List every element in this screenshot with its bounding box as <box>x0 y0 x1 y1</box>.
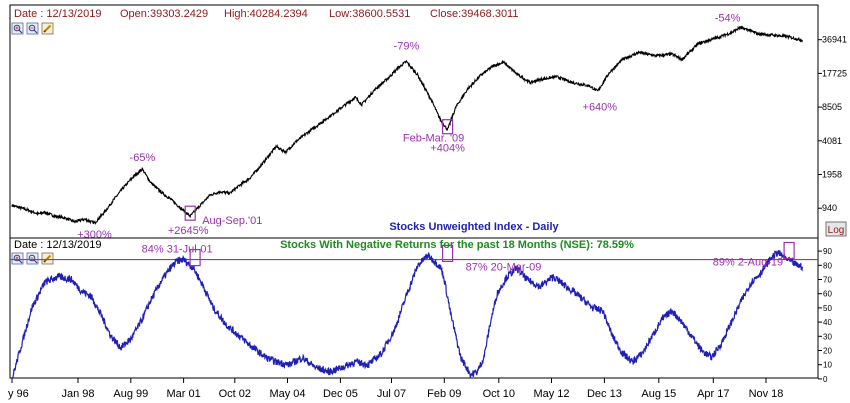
index-annotation: -54% <box>715 13 741 25</box>
index-y-axis: 940 1958 4081 8505 17725 36941 <box>818 35 847 213</box>
x-tick-label: Mar 01 <box>166 388 200 400</box>
zoom-out-icon[interactable] <box>26 252 39 265</box>
index-annotation: -79% <box>394 40 420 52</box>
breadth-annotations: 84% 31-Jul-01 87% 20-Mar-09 89% 2-Aug-19 <box>142 241 795 273</box>
breadth-y-tick-label: 80 <box>823 261 832 270</box>
index-y-tick-label: 1958 <box>822 170 842 180</box>
index-subtitle: Stocks Unweighted Index - Daily <box>389 221 559 233</box>
breadth-subtitle: Stocks With Negative Returns for the pas… <box>280 239 634 251</box>
x-tick-label: Apr 17 <box>697 388 729 400</box>
index-highlight-box <box>184 205 196 221</box>
top-header-date: Date : 12/13/2019 <box>14 8 101 20</box>
log-button[interactable]: Log <box>825 221 847 237</box>
bottom-header-date: Date : 12/13/2019 <box>14 239 101 251</box>
top-header-open: Open:39303.2429 <box>120 8 208 20</box>
zoom-in-icon[interactable] <box>11 22 24 35</box>
index-plot-area <box>11 25 803 226</box>
index-y-tick-label: 4081 <box>822 136 842 146</box>
breadth-y-tick-label: 60 <box>823 290 832 299</box>
x-tick-label: Jul 07 <box>377 388 406 400</box>
index-annotation: +2645% <box>168 225 209 237</box>
breadth-annotation: 87% 20-Mar-09 <box>466 261 542 273</box>
breadth-y-tick-label: 0 <box>823 375 828 384</box>
x-tick-label: Dec 13 <box>587 388 622 400</box>
breadth-highlight-box <box>189 249 201 267</box>
edit-icon[interactable] <box>41 252 54 265</box>
x-tick-label: May 04 <box>269 388 305 400</box>
breadth-y-tick-label: 30 <box>823 332 832 341</box>
breadth-y-tick-label: 90 <box>823 247 832 256</box>
top-header-close: Close:39468.3011 <box>430 8 518 20</box>
breadth-y-axis: 0 10 20 30 40 50 60 70 80 90 <box>818 247 832 384</box>
index-y-tick-label: 8505 <box>822 102 842 112</box>
breadth-y-tick-label: 70 <box>823 276 832 285</box>
index-series-line <box>11 25 803 226</box>
x-tick-label: Oct 02 <box>219 388 251 400</box>
x-tick-label: y 96 <box>8 388 29 400</box>
x-tick-label: Feb 09 <box>427 388 461 400</box>
breadth-annotation: 89% 2-Aug-19 <box>713 257 783 269</box>
x-tick-label: Aug 99 <box>113 388 148 400</box>
breadth-y-tick-label: 50 <box>823 304 832 313</box>
x-tick-label: Aug 15 <box>641 388 676 400</box>
breadth-annotation: 84% 31-Jul-01 <box>142 244 213 256</box>
x-axis: y 96 Jan 98 Aug 99 Mar 01 Oct 02 May 04 Dec 05… <box>8 378 783 400</box>
x-tick-label: May 12 <box>533 388 569 400</box>
edit-icon[interactable] <box>41 22 54 35</box>
breadth-plot-area <box>10 249 818 379</box>
breadth-y-tick-label: 20 <box>823 347 832 356</box>
index-annotation: +640% <box>583 101 618 113</box>
index-annotation: Feb-Mar. '09 <box>403 133 464 145</box>
breadth-highlight-box <box>442 244 454 262</box>
breadth-y-tick-label: 40 <box>823 318 832 327</box>
index-y-tick-label: 17725 <box>822 68 847 78</box>
index-y-tick-label: 36941 <box>822 35 847 45</box>
index-highlight-box <box>442 119 454 135</box>
breadth-y-tick-label: 10 <box>823 361 832 370</box>
x-tick-label: Nov 18 <box>749 388 784 400</box>
index-y-tick-label: 940 <box>822 203 837 213</box>
zoom-in-icon[interactable] <box>11 252 24 265</box>
breadth-highlight-box <box>783 241 795 260</box>
x-tick-label: Oct 10 <box>483 388 515 400</box>
index-annotation: -65% <box>130 152 156 164</box>
x-tick-label: Jan 98 <box>61 388 94 400</box>
index-annotation: +404% <box>430 143 465 155</box>
log-button-label: Log <box>828 225 845 236</box>
index-annotations: -65%+300% +2645%Aug-Sep.'01-79%Feb-Mar. '… <box>77 13 740 241</box>
x-tick-label: Dec 05 <box>323 388 358 400</box>
zoom-out-icon[interactable] <box>26 22 39 35</box>
breadth-series-line <box>11 249 803 379</box>
top-header-high: High:40284.2394 <box>224 8 308 20</box>
top-header-low: Low:38600.5531 <box>329 8 410 20</box>
breadth-panel: Date : 12/13/2019 Stocks With Negative R… <box>9 237 832 384</box>
index-panel: Date : 12/13/2019 Open:39303.2429 High:4… <box>9 4 847 241</box>
index-annotation: Aug-Sep.'01 <box>202 215 262 227</box>
